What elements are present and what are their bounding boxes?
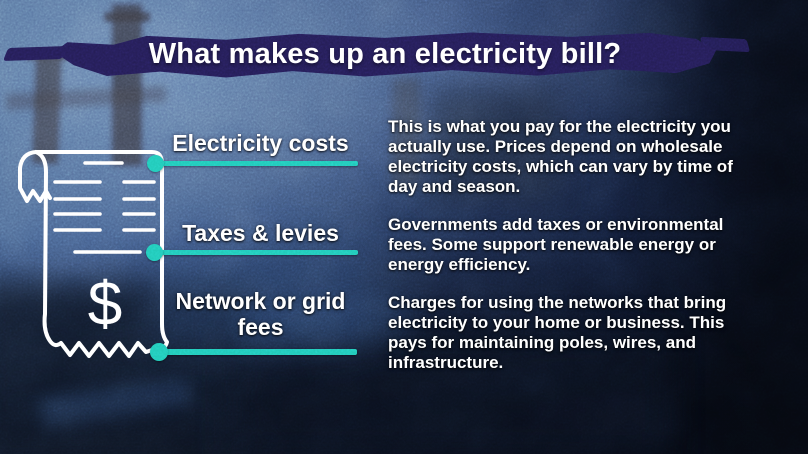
connector-line-taxes-levies (155, 250, 358, 255)
connector-dot-electricity-costs (147, 155, 164, 172)
connector-line-network-fees (158, 349, 357, 355)
section-description-network-fees: Charges for using the networks that brin… (388, 293, 727, 372)
section-description-electricity-costs: This is what you pay for the electricity… (388, 117, 733, 196)
connector-dot-network-fees (150, 343, 168, 361)
section-label-network-fees: Network or grid fees (175, 288, 346, 340)
dollar-sign: $ (88, 270, 122, 339)
connector-line-electricity-costs (156, 161, 358, 166)
page-title: What makes up an electricity bill? (148, 38, 622, 70)
section-label-taxes-levies: Taxes & levies (182, 220, 339, 246)
section-label-electricity-costs: Electricity costs (172, 130, 349, 156)
section-description-taxes-levies: Governments add taxes or environmental f… (388, 215, 724, 274)
